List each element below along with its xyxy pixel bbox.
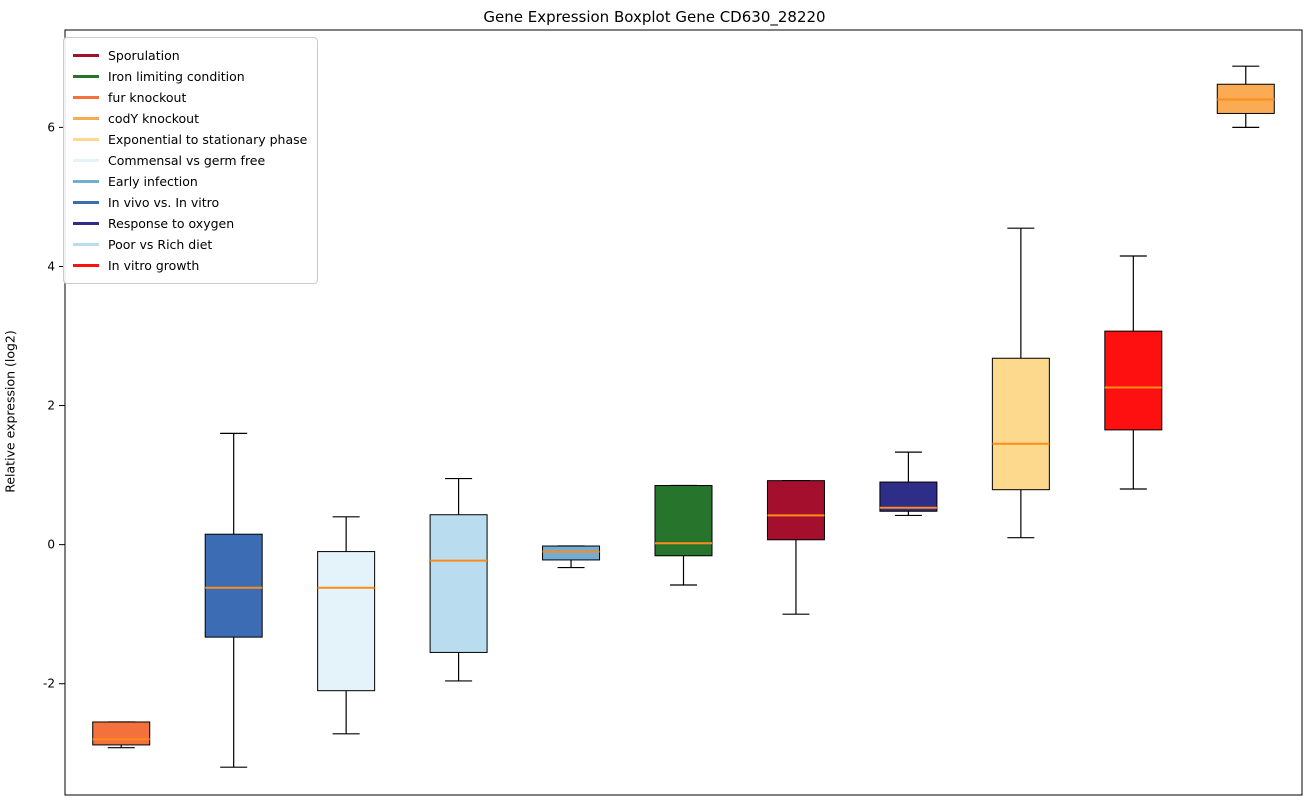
y-tick-label: 2: [47, 399, 55, 413]
y-tick-label: -2: [43, 677, 55, 691]
legend-label: Response to oxygen: [108, 216, 235, 231]
legend-label: Sporulation: [108, 48, 180, 63]
box-3: [429, 514, 488, 653]
legend-item: Commensal vs germ free: [73, 150, 307, 171]
y-tick-label: 4: [47, 259, 55, 273]
box-9: [1104, 330, 1163, 431]
legend-label: Exponential to stationary phase: [108, 132, 308, 147]
legend-item: codY knockout: [73, 108, 307, 129]
y-tick-label: 0: [47, 538, 55, 552]
legend-item: fur knockout: [73, 87, 307, 108]
box-0: [92, 721, 151, 746]
legend-item: Exponential to stationary phase: [73, 129, 307, 150]
box-2: [317, 551, 376, 692]
legend-swatch-icon: [73, 264, 99, 267]
legend-item: Early infection: [73, 171, 307, 192]
legend-swatch-icon: [73, 138, 99, 141]
legend-swatch-icon: [73, 201, 99, 204]
legend-label: Poor vs Rich diet: [108, 237, 213, 252]
legend-swatch-icon: [73, 243, 99, 246]
chart-title: Gene Expression Boxplot Gene CD630_28220: [483, 8, 826, 26]
legend-label: Early infection: [108, 174, 198, 189]
legend-item: Iron limiting condition: [73, 66, 307, 87]
legend-swatch-icon: [73, 159, 99, 162]
legend-label: codY knockout: [108, 111, 200, 126]
legend-swatch-icon: [73, 117, 99, 120]
legend-item: Sporulation: [73, 45, 307, 66]
legend-swatch-icon: [73, 180, 99, 183]
box-5: [654, 485, 713, 557]
plot-frame: [64, 29, 1303, 796]
box-4: [542, 545, 601, 561]
legend-swatch-icon: [73, 222, 99, 225]
legend-item: In vivo vs. In vitro: [73, 192, 307, 213]
legend-label: In vitro growth: [108, 258, 200, 273]
legend-label: fur knockout: [108, 90, 187, 105]
box-6: [766, 480, 825, 541]
legend-swatch-icon: [73, 96, 99, 99]
legend-label: Iron limiting condition: [108, 69, 245, 84]
legend-label: In vivo vs. In vitro: [108, 195, 220, 210]
legend: Sporulation Iron limiting condition fur kn…: [63, 37, 319, 284]
legend-swatch-icon: [73, 75, 99, 78]
box-1: [204, 533, 263, 638]
legend-item: In vitro growth: [73, 255, 307, 276]
y-tick-label: 6: [47, 120, 55, 134]
legend-label: Commensal vs germ free: [108, 153, 266, 168]
box-7: [879, 481, 938, 512]
legend-item: Response to oxygen: [73, 213, 307, 234]
legend-item: Poor vs Rich diet: [73, 234, 307, 255]
box-8: [991, 357, 1050, 491]
legend-swatch-icon: [73, 54, 99, 57]
